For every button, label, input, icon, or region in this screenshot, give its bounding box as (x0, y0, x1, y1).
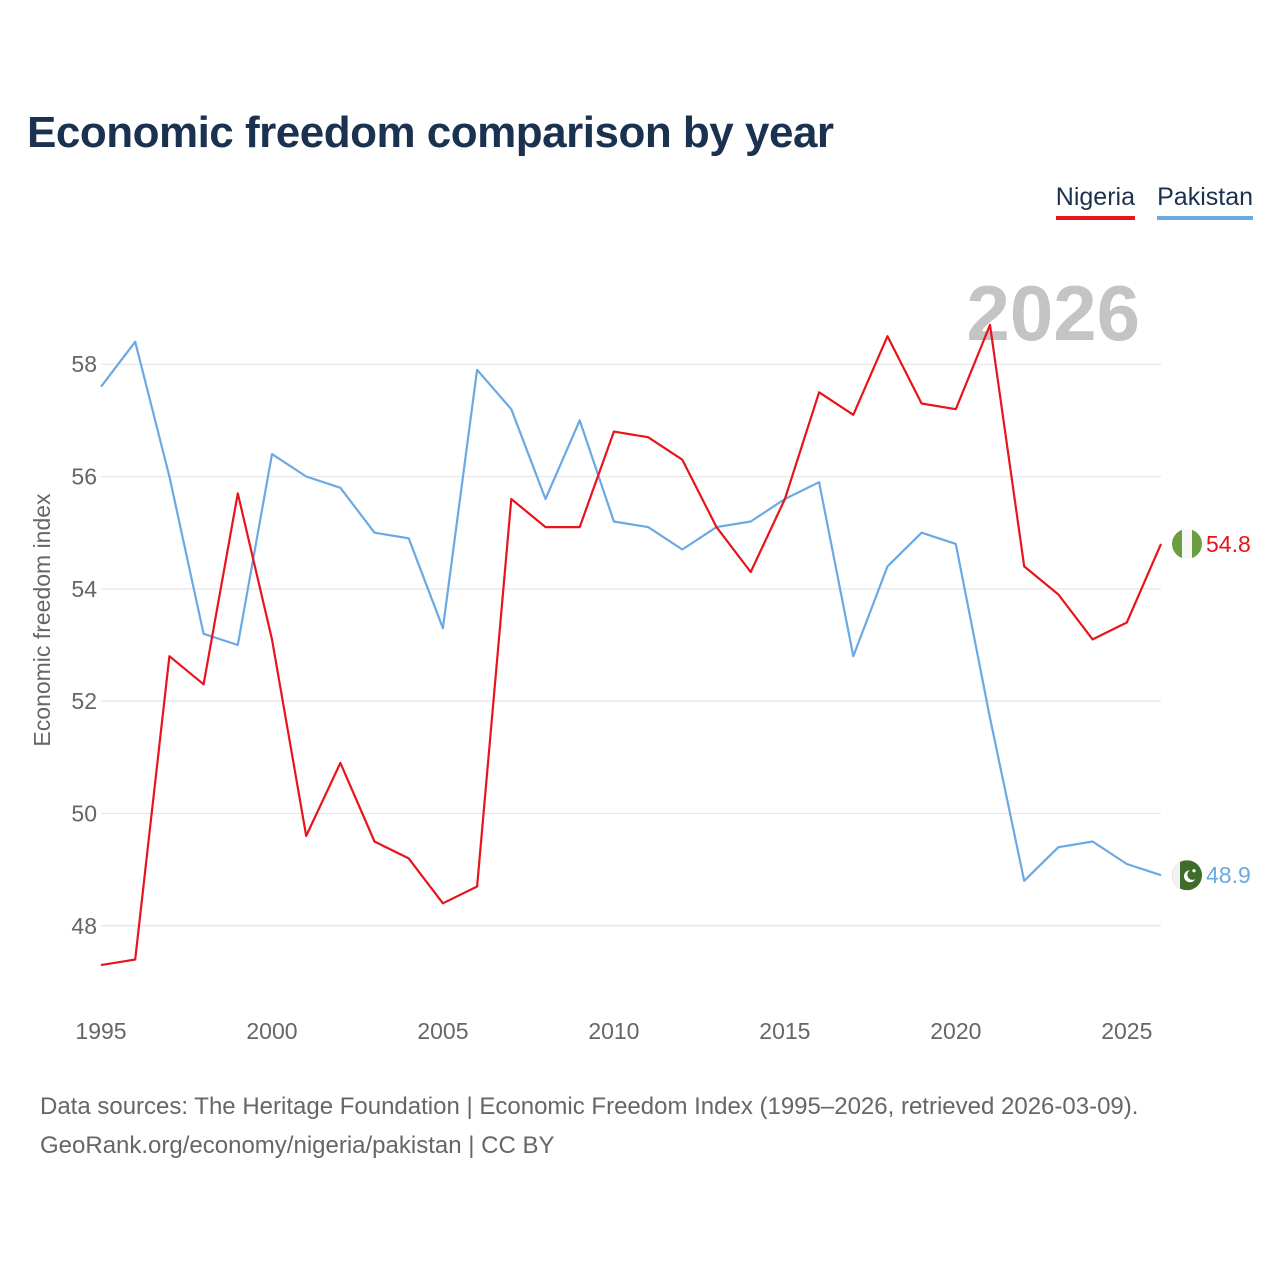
gridlines (101, 363, 1161, 927)
x-tick-label: 2000 (246, 1018, 297, 1044)
source-line-2[interactable]: GeoRank.org/economy/nigeria/pakistan | C… (40, 1132, 555, 1159)
y-tick-label: 50 (71, 800, 97, 826)
x-tick-label: 1995 (75, 1018, 126, 1044)
x-tick-label: 2015 (759, 1018, 810, 1044)
y-axis-ticks: 48 50 52 54 56 58 (71, 351, 97, 939)
y-tick-label: 58 (71, 351, 97, 377)
series-line-nigeria[interactable] (100, 323, 1163, 967)
x-tick-label: 2005 (417, 1018, 468, 1044)
series-line-pakistan[interactable] (100, 340, 1162, 882)
x-axis-ticks: 1995 2000 2005 2010 2015 2020 2025 (75, 1018, 1152, 1044)
legend-item-pakistan[interactable]: Pakistan (1157, 183, 1253, 220)
y-tick-label: 54 (71, 576, 97, 602)
end-value-label-pakistan: 48.9 (1206, 862, 1251, 888)
x-tick-label: 2025 (1101, 1018, 1152, 1044)
current-year-watermark: 2026 (966, 269, 1140, 357)
x-tick-label: 2010 (588, 1018, 639, 1044)
y-tick-label: 52 (71, 688, 97, 714)
pakistan-flag-icon (1172, 860, 1202, 891)
series-lines (100, 323, 1163, 967)
series-end-markers: 54.8 48.9 (1172, 528, 1251, 891)
source-line-1: Data sources: The Heritage Foundation | … (40, 1093, 1139, 1120)
x-tick-label: 2020 (930, 1018, 981, 1044)
end-value-label-nigeria: 54.8 (1206, 531, 1251, 557)
y-tick-label: 48 (71, 913, 97, 939)
source-note: Data sources: The Heritage Foundation | … (40, 1087, 1138, 1165)
y-axis-label: Economic freedom index (29, 493, 55, 747)
nigeria-flag-icon (1172, 528, 1202, 559)
chart-title: Economic freedom comparison by year (27, 108, 834, 157)
legend-item-nigeria[interactable]: Nigeria (1055, 183, 1135, 220)
y-tick-label: 56 (71, 464, 97, 490)
